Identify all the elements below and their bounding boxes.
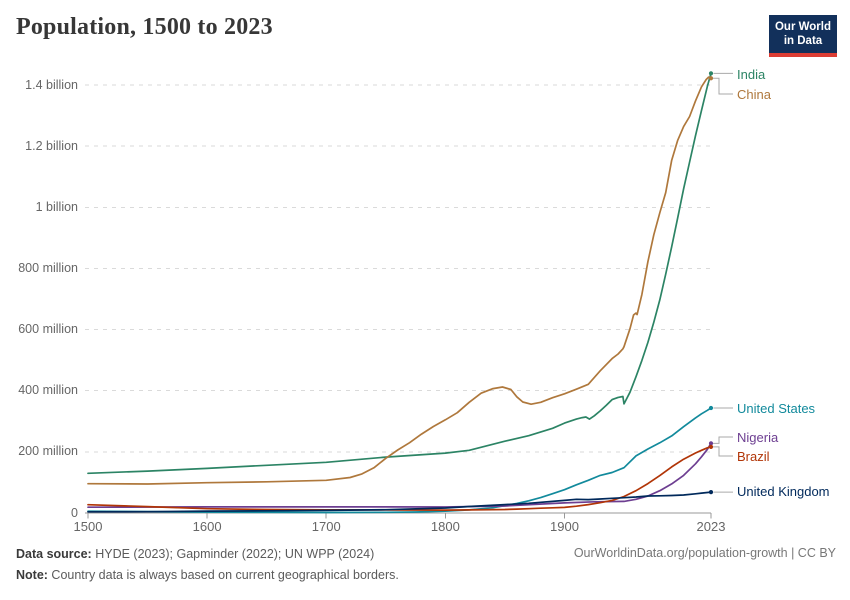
footer-source: Data source: HYDE (2023); Gapminder (202…	[16, 546, 374, 562]
y-axis-tick-label: 200 million	[18, 444, 78, 459]
y-axis-tick-label: 0	[71, 505, 78, 520]
owid-logo-text-line2: in Data	[783, 35, 823, 48]
owid-logo[interactable]: Our World in Data	[769, 15, 837, 57]
series-label-china: China	[737, 86, 771, 102]
label-connector	[713, 436, 733, 444]
x-axis-tick-label: 1700	[311, 519, 341, 534]
owid-logo-text-line1: Our World	[774, 21, 831, 33]
series-label-india: India	[737, 66, 766, 82]
series-endpoint-dot	[708, 405, 714, 411]
footer-source-label: Data source:	[16, 547, 92, 561]
series-label-brazil: Brazil	[737, 448, 770, 464]
series-label-united-states: United States	[737, 400, 816, 416]
series-endpoint-dot	[708, 441, 714, 446]
series-line-india[interactable]	[87, 72, 712, 475]
series-line-united-kingdom[interactable]	[87, 491, 712, 513]
series-line-nigeria[interactable]	[87, 442, 712, 509]
footer-note-text: Country data is always based on current …	[47, 568, 399, 582]
y-axis-tick-label: 1 billion	[35, 199, 78, 214]
label-connector	[713, 77, 733, 95]
series-line-china[interactable]	[87, 76, 712, 485]
x-axis-tick-label: 1800	[430, 519, 460, 534]
series-endpoint-dot	[708, 489, 714, 495]
footer-source-text: HYDE (2023); Gapminder (2022); UN WPP (2…	[91, 547, 375, 561]
series-endpoint-dot	[708, 71, 714, 76]
footer-note: Note: Country data is always based on cu…	[16, 567, 399, 583]
series-endpoint-dot	[708, 444, 714, 449]
x-axis-tick-label: 1600	[192, 519, 222, 534]
series-label-united-kingdom: United Kingdom	[737, 483, 830, 499]
page-title: Population, 1500 to 2023	[16, 14, 273, 40]
y-axis-tick-label: 400 million	[18, 383, 78, 398]
y-axis-tick-label: 800 million	[18, 260, 78, 275]
label-connector	[713, 446, 733, 457]
x-axis-tick-label: 2023	[696, 519, 726, 534]
x-axis-tick-label: 1500	[73, 519, 103, 534]
y-axis-tick-label: 1.2 billion	[25, 138, 78, 153]
credit-link[interactable]: OurWorldinData.org/population-growth | C…	[573, 546, 836, 560]
y-axis-tick-label: 600 million	[18, 322, 78, 337]
series-endpoint-dot	[708, 76, 714, 81]
footer-note-label: Note:	[16, 568, 48, 582]
x-axis-tick-label: 1900	[550, 519, 579, 534]
y-axis-tick-label: 1.4 billion	[25, 77, 78, 92]
series-label-nigeria: Nigeria	[737, 429, 779, 445]
series-line-united-states[interactable]	[87, 407, 712, 514]
